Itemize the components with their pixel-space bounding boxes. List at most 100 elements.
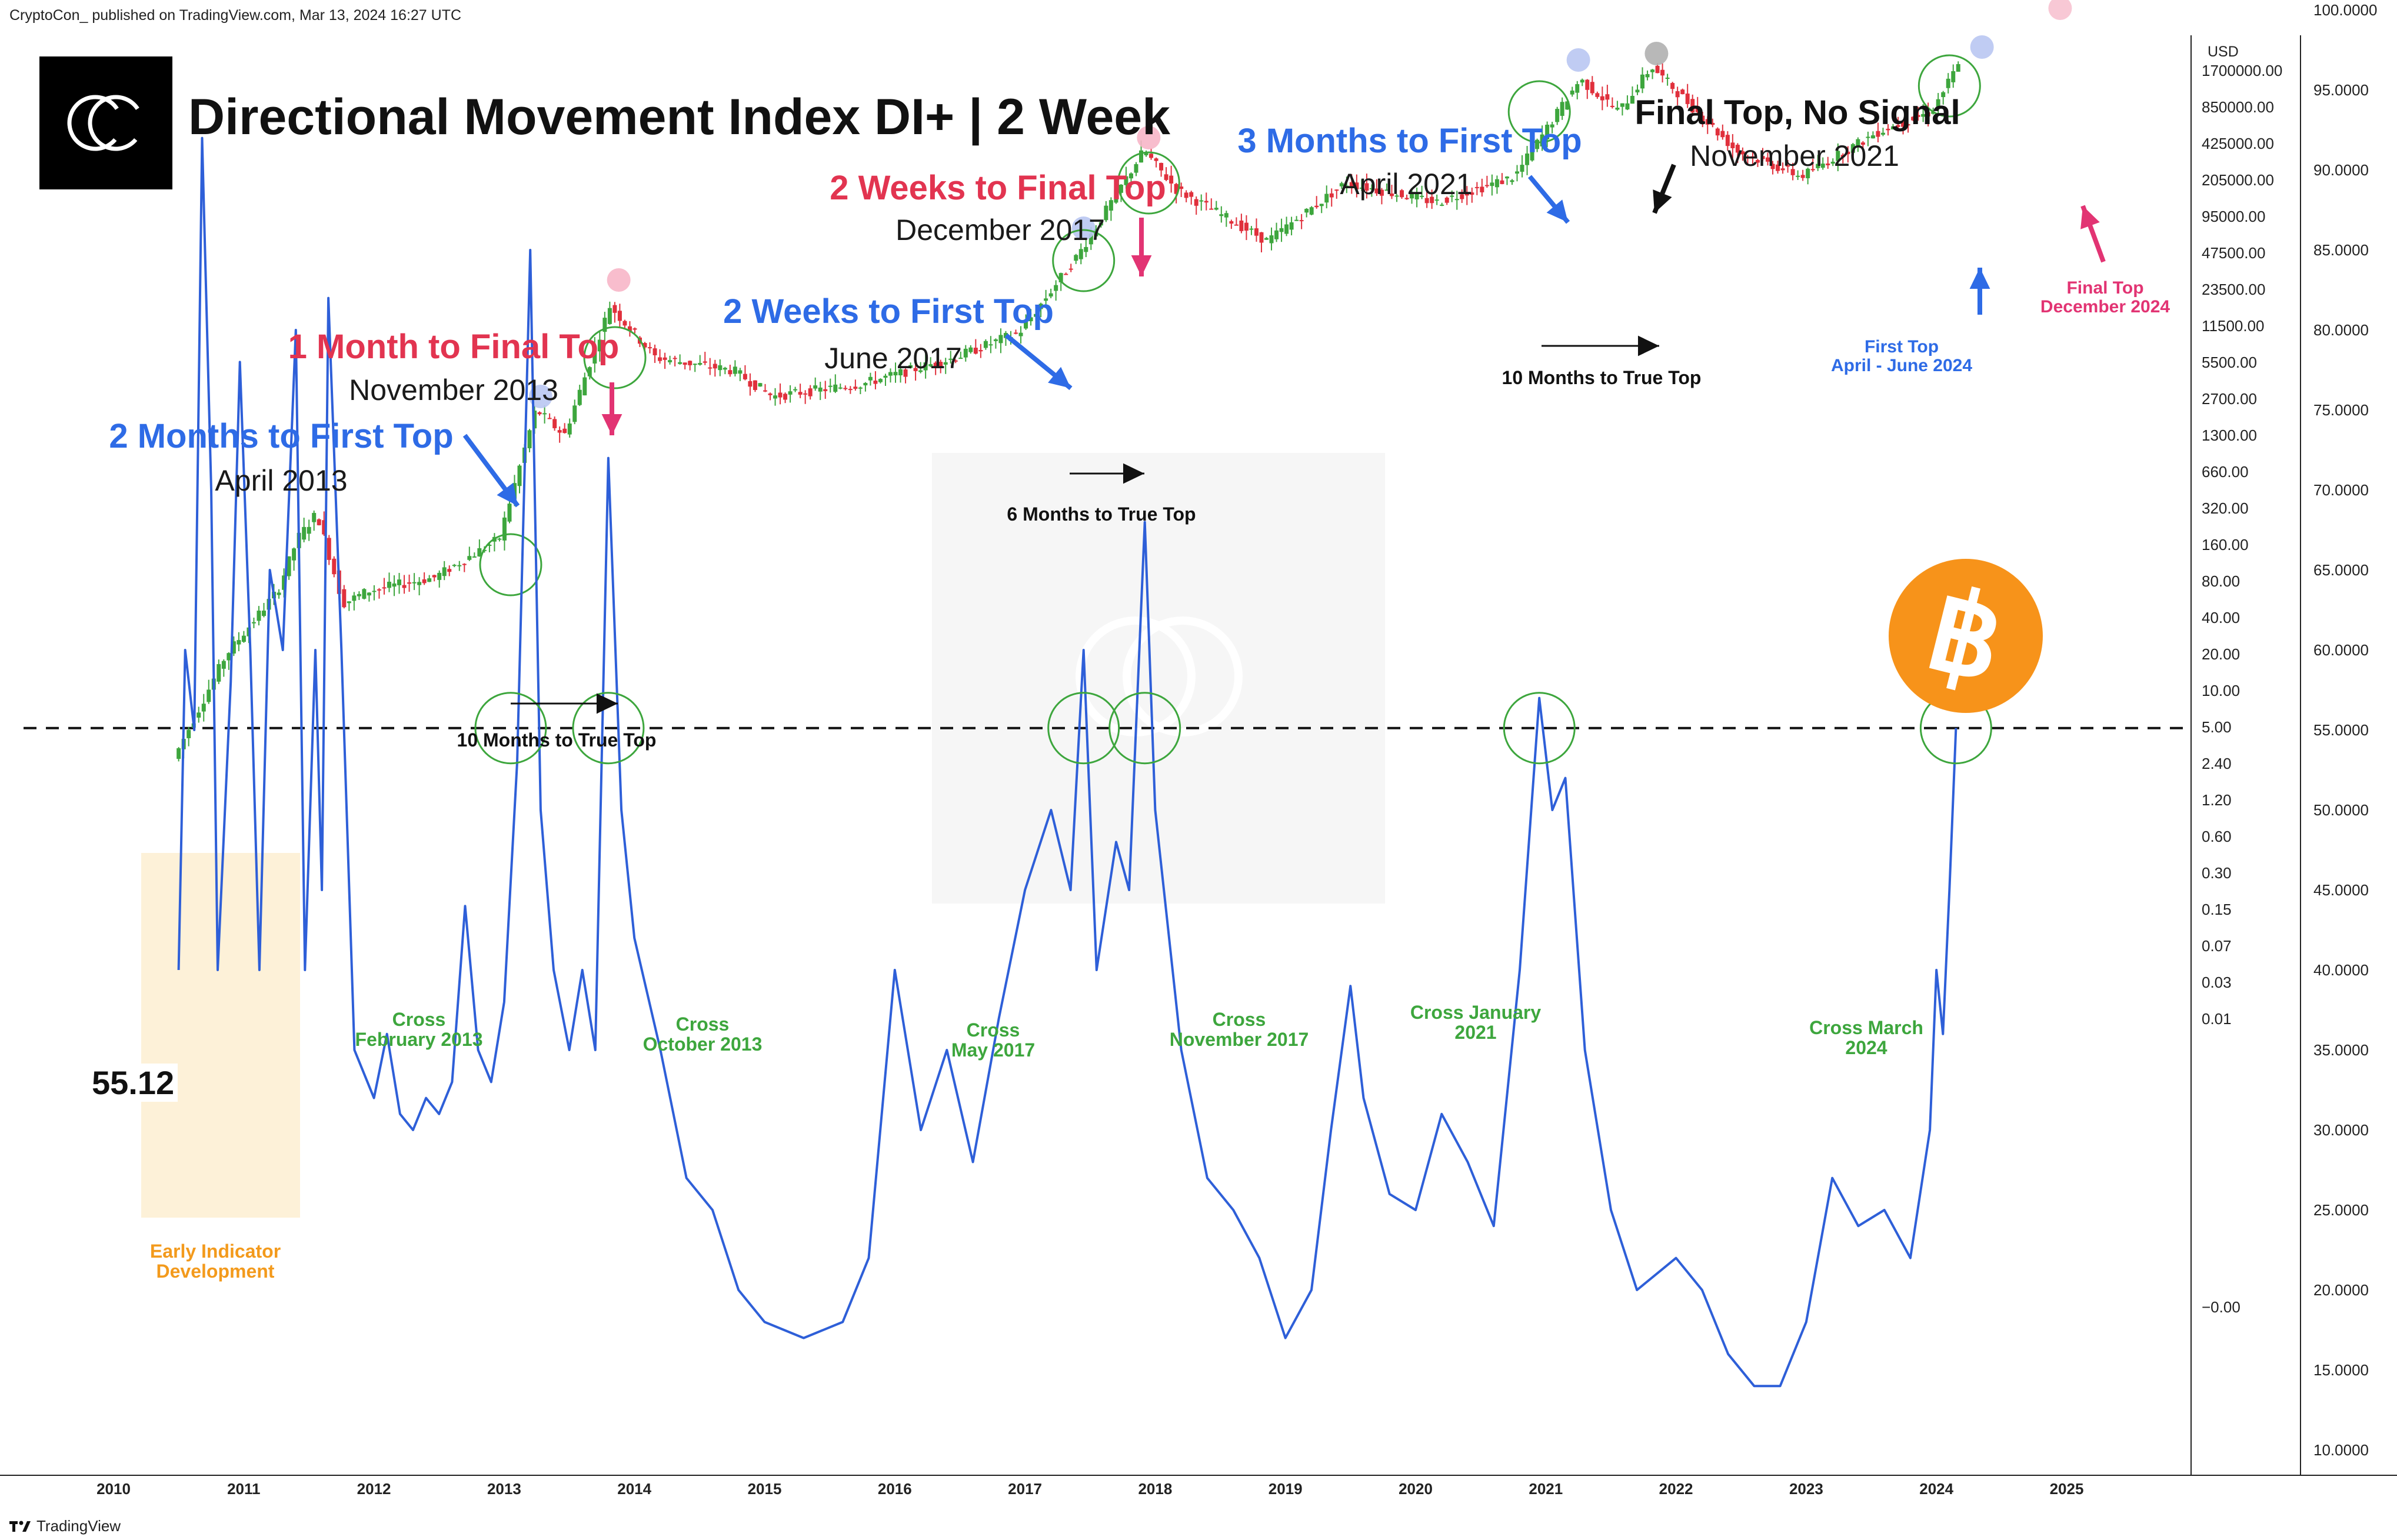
candle-body-65 — [502, 517, 507, 541]
candle-body-116 — [758, 383, 763, 387]
candle-body-324 — [1800, 175, 1805, 178]
candle-body-38 — [367, 592, 371, 596]
candle-body-46 — [407, 582, 412, 584]
y-tick-label-17: 100.0000 — [2313, 1, 2377, 19]
candle-body-135 — [853, 386, 858, 389]
y-tick-label-24: 65.0000 — [2313, 561, 2369, 579]
indicator-cross-circle-2 — [1047, 692, 1120, 765]
candle-body-267 — [1515, 171, 1520, 174]
candle-body-326 — [1810, 169, 1815, 171]
candle-body-215 — [1254, 228, 1259, 236]
candle-body-251 — [1434, 199, 1439, 201]
price-cross-circle-3 — [1117, 151, 1180, 215]
candle-body-308 — [1720, 131, 1725, 138]
candle-body-228 — [1319, 204, 1324, 206]
price-cross-circle-5 — [1917, 54, 1981, 118]
candle-body-254 — [1450, 195, 1454, 197]
candle-body-62 — [487, 544, 492, 546]
arrow-2017-first-head — [1048, 366, 1071, 388]
candle-body-163 — [993, 339, 998, 341]
threshold-value-label: 55.12 — [88, 1064, 178, 1102]
annotation-2013-first-title: 2 Months to First Top — [109, 417, 454, 455]
candle-body-262 — [1490, 182, 1494, 186]
candle-body-165 — [1003, 333, 1008, 338]
candle-body-47 — [412, 582, 417, 584]
candle-body-204 — [1199, 200, 1204, 202]
candle-body-354 — [1951, 71, 1956, 82]
candle-body-151 — [933, 362, 938, 367]
candle-body-154 — [948, 358, 953, 360]
candle-body-295 — [1655, 65, 1660, 74]
candle-body-233 — [1344, 185, 1349, 187]
candle-body-305 — [1705, 119, 1710, 125]
true-top-2013-label: 10 Months to True Top — [457, 729, 657, 751]
y-tick-label-20: 85.0000 — [2313, 241, 2369, 259]
arrow-2021-final-head — [1653, 189, 1672, 213]
candle-body-193 — [1144, 153, 1148, 155]
candle-body-132 — [838, 387, 843, 389]
candle-body-9 — [221, 661, 226, 669]
arrow-2017-final-head — [1131, 255, 1152, 276]
candle-body-288 — [1620, 103, 1624, 107]
candle-body-23 — [292, 548, 297, 561]
candle-body-268 — [1520, 165, 1524, 172]
signal-marker-3 — [1137, 126, 1161, 149]
candle-body-140 — [878, 379, 883, 382]
candle-body-144 — [898, 369, 903, 376]
candle-body-208 — [1219, 214, 1224, 216]
price-tick-label-10: 1300.00 — [2202, 426, 2257, 444]
indicator-cross-circle-1 — [572, 692, 645, 765]
candle-body-224 — [1299, 220, 1304, 222]
annotation-2021-first-title: 3 Months to First Top — [1237, 122, 1582, 160]
candle-body-127 — [813, 385, 818, 389]
candle-body-309 — [1725, 135, 1730, 146]
candle-body-53 — [442, 567, 447, 576]
candle-body-112 — [738, 370, 743, 374]
candle-body-234 — [1349, 182, 1354, 187]
signal-marker-2 — [1071, 216, 1096, 240]
price-tick-label-5: 47500.00 — [2202, 244, 2265, 262]
candle-body-134 — [848, 389, 853, 391]
candle-body-83 — [592, 346, 597, 364]
candle-body-55 — [452, 565, 457, 566]
candle-body-273 — [1545, 125, 1550, 139]
early-indicator-label: Early Indicator Development — [150, 1241, 281, 1281]
true-top-2013-arrow-head — [596, 693, 618, 714]
cross-feb-2013-label: Cross February 2013 — [355, 1009, 482, 1049]
candle-body-2 — [187, 729, 191, 738]
candle-body-294 — [1650, 69, 1655, 72]
candle-body-253 — [1444, 198, 1449, 203]
candle-body-169 — [1024, 321, 1028, 329]
candle-body-304 — [1700, 115, 1705, 122]
candle-body-86 — [607, 308, 612, 324]
x-tick-label-2021: 2021 — [1529, 1480, 1563, 1498]
candle-body-243 — [1394, 195, 1399, 197]
y-tick-label-26: 55.0000 — [2313, 721, 2369, 739]
candle-body-332 — [1840, 155, 1845, 158]
candle-body-327 — [1816, 164, 1820, 168]
cross-feb-2013-line1: Cross — [392, 1009, 446, 1030]
footer-brand-text: TradingView — [36, 1517, 121, 1535]
candle-body-93 — [642, 343, 647, 348]
price-tick-label-21: 0.60 — [2202, 828, 2232, 845]
candle-body-350 — [1931, 112, 1936, 114]
candle-body-164 — [998, 335, 1003, 344]
candle-body-101 — [683, 362, 687, 365]
candle-body-302 — [1690, 99, 1695, 113]
candle-body-88 — [617, 311, 622, 321]
candle-body-149 — [923, 362, 928, 371]
candle-body-221 — [1284, 224, 1289, 234]
candle-body-106 — [708, 367, 713, 369]
price-tick-label-2: 425000.00 — [2202, 135, 2274, 152]
candle-body-158 — [968, 347, 973, 352]
candle-body-96 — [658, 357, 662, 361]
candle-body-211 — [1234, 224, 1239, 226]
candle-body-278 — [1570, 90, 1574, 95]
candle-body-115 — [753, 380, 757, 391]
candle-body-64 — [497, 538, 502, 540]
candle-body-160 — [978, 349, 983, 352]
candle-body-281 — [1585, 79, 1590, 90]
candle-body-217 — [1264, 238, 1269, 240]
candle-body-244 — [1400, 190, 1404, 198]
candle-body-114 — [748, 381, 753, 387]
